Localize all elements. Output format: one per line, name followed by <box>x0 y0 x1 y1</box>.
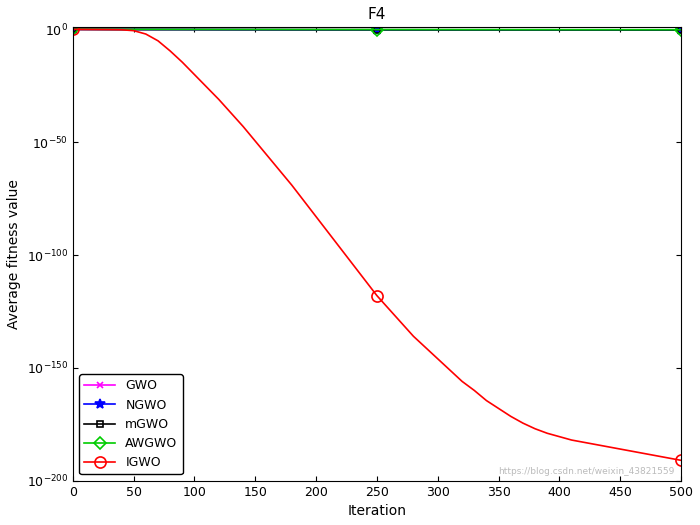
AWGWO <box>263 26 272 33</box>
Y-axis label: Average fitness value: Average fitness value <box>7 179 21 329</box>
GWO <box>470 27 479 33</box>
NGWO <box>665 27 673 33</box>
GWO <box>69 26 77 33</box>
IGWO <box>202 84 211 90</box>
GWO <box>665 27 673 33</box>
AWGWO <box>677 27 685 33</box>
IGWO <box>677 457 685 464</box>
GWO <box>202 26 211 33</box>
GWO <box>616 27 624 33</box>
IGWO <box>507 413 515 419</box>
IGWO <box>251 138 260 144</box>
mGWO <box>665 27 673 33</box>
AWGWO <box>251 26 260 33</box>
X-axis label: Iteration: Iteration <box>347 504 407 518</box>
mGWO <box>677 27 685 33</box>
GWO <box>251 27 260 33</box>
mGWO <box>263 26 272 33</box>
Line: NGWO: NGWO <box>68 25 686 35</box>
NGWO <box>470 27 479 33</box>
mGWO <box>69 26 77 33</box>
NGWO <box>251 27 260 33</box>
Legend: GWO, NGWO, mGWO, AWGWO, IGWO: GWO, NGWO, mGWO, AWGWO, IGWO <box>79 374 183 475</box>
Line: AWGWO: AWGWO <box>69 25 685 34</box>
Title: F4: F4 <box>368 7 386 22</box>
NGWO <box>69 26 77 33</box>
AWGWO <box>470 26 479 33</box>
Line: IGWO: IGWO <box>67 24 687 466</box>
GWO <box>507 27 515 33</box>
IGWO <box>69 26 77 33</box>
Line: GWO: GWO <box>69 26 685 34</box>
IGWO <box>263 153 272 159</box>
NGWO <box>677 27 685 33</box>
AWGWO <box>665 27 673 33</box>
NGWO <box>507 27 515 33</box>
AWGWO <box>507 27 515 33</box>
mGWO <box>251 26 260 33</box>
Text: https://blog.csdn.net/weixin_43821559: https://blog.csdn.net/weixin_43821559 <box>498 467 675 476</box>
AWGWO <box>202 26 211 33</box>
GWO <box>677 27 685 33</box>
NGWO <box>263 27 272 33</box>
NGWO <box>604 27 612 33</box>
Line: mGWO: mGWO <box>69 26 685 33</box>
NGWO <box>202 26 211 33</box>
mGWO <box>616 27 624 33</box>
mGWO <box>470 27 479 33</box>
mGWO <box>202 26 211 33</box>
IGWO <box>665 455 673 461</box>
IGWO <box>470 387 479 394</box>
GWO <box>263 27 272 33</box>
AWGWO <box>69 26 77 33</box>
mGWO <box>507 27 515 33</box>
